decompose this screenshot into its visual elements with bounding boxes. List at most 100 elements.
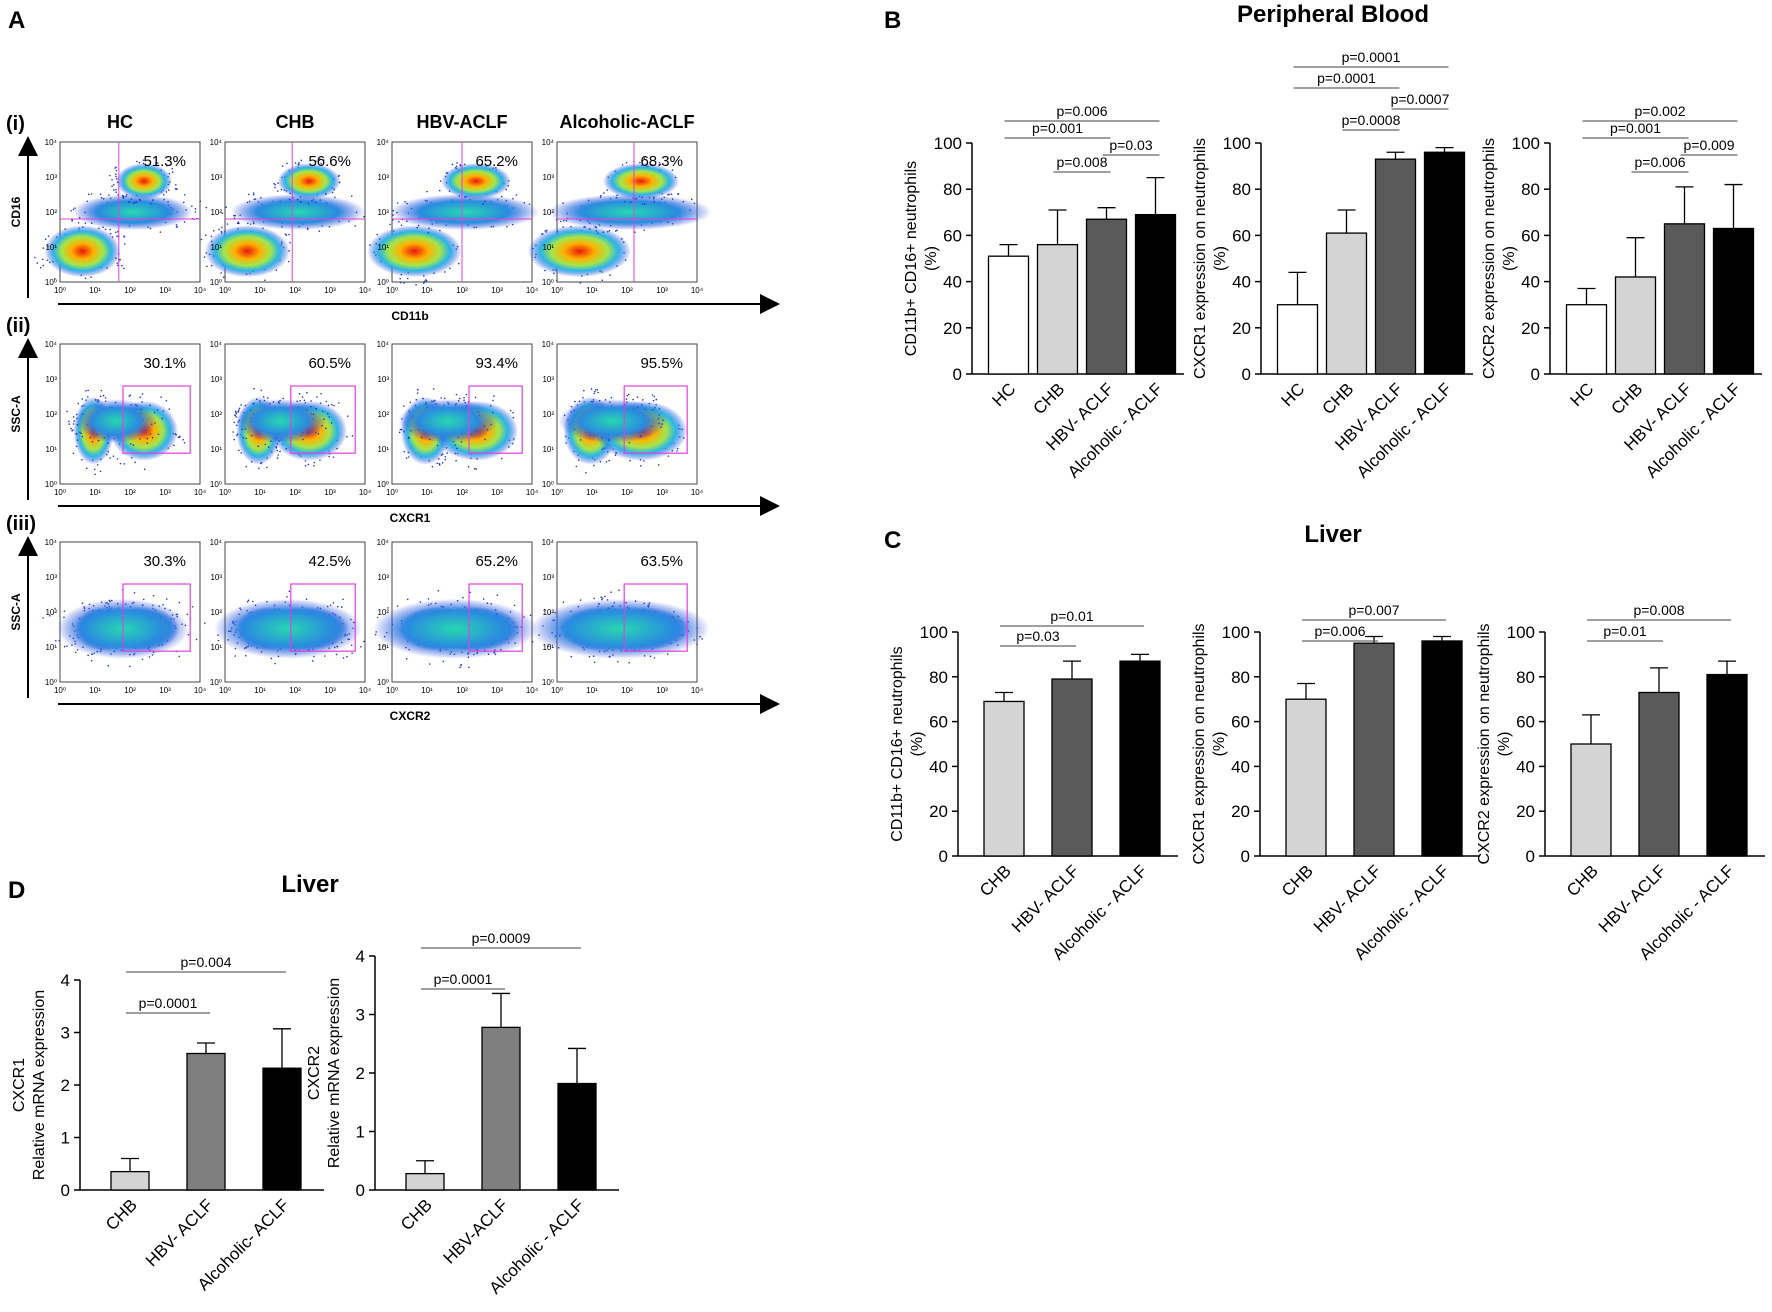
x-tick-label: 10¹	[254, 686, 266, 695]
scatter-dot	[274, 662, 276, 665]
scatter-dot	[311, 199, 313, 202]
scatter-dot	[255, 398, 258, 400]
scatter-dot	[102, 394, 105, 397]
gate-box	[290, 385, 356, 454]
scatter-dot	[399, 281, 402, 284]
scatter-dot	[454, 444, 457, 446]
y-tick-label: 3	[356, 1006, 365, 1025]
x-tick-label: 10⁰	[219, 488, 231, 497]
x-tick-label: 10⁰	[551, 488, 563, 497]
scatter-dot	[107, 442, 109, 445]
scatter-dot	[162, 194, 165, 196]
y-tick-label: 10¹	[210, 243, 222, 252]
y-tick-label: 10²	[210, 608, 222, 617]
scatter-dot	[195, 638, 198, 641]
y-axis-title: CXCR1 expression on neutrophils	[1192, 138, 1209, 379]
scatter-dot	[41, 258, 44, 261]
gate-box	[468, 583, 523, 652]
bar	[1353, 642, 1395, 857]
scatter-dot	[178, 655, 181, 658]
scatter-dot	[627, 393, 630, 396]
pvalue-label: p=0.007	[1349, 602, 1400, 618]
y-tick-label: 0	[1242, 365, 1251, 384]
scatter-dot	[546, 229, 548, 232]
scatter-dot	[444, 455, 447, 458]
scatter-dot	[317, 433, 320, 435]
scatter-dot	[305, 598, 308, 600]
scatter-dot	[156, 409, 159, 411]
scatter-dot	[632, 398, 634, 401]
scatter-dot	[135, 201, 138, 203]
y-tick-label: 80	[1232, 180, 1251, 199]
pvalue-label: p=0.03	[1109, 137, 1152, 153]
x-tick-label: 10³	[159, 686, 171, 695]
scatter-dot	[252, 192, 255, 194]
x-tick-label: 10⁴	[526, 286, 539, 295]
scatter-dot	[161, 417, 164, 420]
scatter-dot	[333, 404, 335, 407]
scatter-dot	[330, 422, 333, 424]
scatter-dot	[658, 161, 661, 164]
scatter-dot	[456, 162, 458, 164]
scatter-dot	[107, 664, 110, 667]
scatter-dot	[455, 393, 458, 396]
density-blob	[236, 399, 326, 443]
category-label: HBV-ACLF	[440, 1195, 512, 1267]
scatter-dot	[465, 393, 468, 396]
scatter-dot	[165, 399, 168, 402]
bar-chart-b2: 0 20 40 60 80 100 CXCR1 expression on neutroph…	[1192, 49, 1473, 482]
gate-percent: 65.2%	[475, 553, 518, 570]
scatter-dot	[176, 225, 179, 228]
scatter-dot	[469, 591, 471, 594]
scatter-dot	[203, 256, 206, 258]
scatter-dot	[615, 196, 618, 199]
bar	[1423, 151, 1466, 375]
scatter-dot	[77, 221, 80, 224]
density-blob	[558, 399, 668, 443]
scatter-dot	[99, 395, 102, 398]
x-tick-label: 10¹	[89, 286, 101, 295]
scatter-dot	[462, 596, 464, 599]
scatter-dot	[653, 657, 656, 659]
title-peripheral-blood: Peripheral Blood	[1237, 1, 1429, 28]
scatter-dot	[318, 230, 321, 232]
scatter-dot	[277, 454, 279, 456]
scatter-dot	[513, 604, 516, 607]
scatter-dot	[400, 224, 403, 227]
scatter-dot	[111, 185, 113, 187]
scatter-dot	[77, 402, 80, 405]
scatter-dot	[115, 231, 117, 234]
bar-chart-d2: 0 1 2 3 4 CXCR2 Relative mRNA expression CHB HBV…	[306, 930, 619, 1298]
category-label: CHB	[397, 1195, 436, 1234]
scatter-dot	[81, 602, 84, 605]
x-tick-label: 10¹	[421, 286, 433, 295]
scatter-dot	[405, 457, 408, 459]
bar-chart-b1: 0 20 40 60 80 100 CD11b+ CD16+ neutrophils (%) H…	[903, 103, 1184, 482]
scatter-dot	[171, 167, 174, 170]
category-label: HBV- ACLF	[1595, 861, 1670, 936]
scatter-dot	[346, 435, 348, 438]
scatter-dot	[238, 407, 241, 410]
category-label: HBV- ACLF	[1008, 861, 1083, 936]
y-tick-label: 20	[1232, 319, 1251, 338]
scatter-dot	[544, 609, 546, 612]
scatter-dot	[123, 236, 126, 238]
scatter-dot	[601, 448, 604, 451]
scatter-dot	[72, 423, 75, 425]
scatter-dot	[603, 192, 605, 194]
scatter-dot	[671, 169, 674, 172]
scatter-dot	[142, 159, 145, 161]
pvalue-label: p=0.004	[181, 954, 232, 970]
scatter-dot	[134, 201, 136, 204]
scatter-dot	[143, 468, 146, 471]
scatter-dot	[81, 435, 84, 438]
density-blob	[390, 194, 540, 230]
y-tick-label: 60	[943, 226, 962, 245]
scatter-dot	[128, 201, 130, 203]
y-tick-label: 10²	[542, 608, 554, 617]
x-tick-label: 10⁴	[359, 286, 372, 295]
x-tick-label: 10¹	[254, 488, 266, 497]
scatter-dot	[322, 159, 325, 161]
scatter-dot	[351, 652, 353, 654]
scatter-dot	[87, 389, 89, 392]
